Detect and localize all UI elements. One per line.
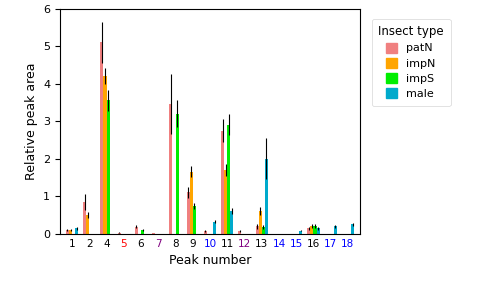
Bar (265, 159, 268, 234)
Bar (230, 211, 234, 234)
Bar (334, 226, 337, 234)
Bar (190, 172, 193, 234)
Bar (69, 230, 72, 234)
Bar (310, 226, 314, 234)
Bar (224, 170, 227, 234)
Bar (118, 233, 120, 234)
Bar (75, 228, 78, 234)
Bar (106, 101, 110, 234)
Bar (316, 228, 320, 234)
Bar (193, 205, 196, 234)
Bar (186, 192, 190, 234)
Bar (314, 226, 316, 234)
Bar (258, 211, 262, 234)
Bar (141, 230, 144, 234)
Bar (135, 227, 138, 234)
Bar (238, 231, 242, 234)
Bar (152, 233, 155, 234)
Bar (227, 125, 230, 234)
Bar (213, 222, 216, 234)
Bar (170, 104, 172, 234)
Bar (221, 131, 224, 234)
X-axis label: Peak number: Peak number (169, 254, 251, 267)
Bar (300, 231, 302, 234)
Bar (176, 114, 178, 234)
Bar (351, 224, 354, 234)
Bar (66, 230, 69, 234)
Bar (204, 231, 207, 234)
Bar (86, 215, 90, 234)
Bar (256, 226, 258, 234)
Y-axis label: Relative peak area: Relative peak area (24, 62, 38, 180)
Bar (100, 42, 103, 234)
Bar (83, 202, 86, 234)
Legend: patN, impN, impS, male: patN, impN, impS, male (372, 19, 450, 106)
Bar (307, 228, 310, 234)
Bar (262, 227, 265, 234)
Bar (104, 76, 106, 234)
